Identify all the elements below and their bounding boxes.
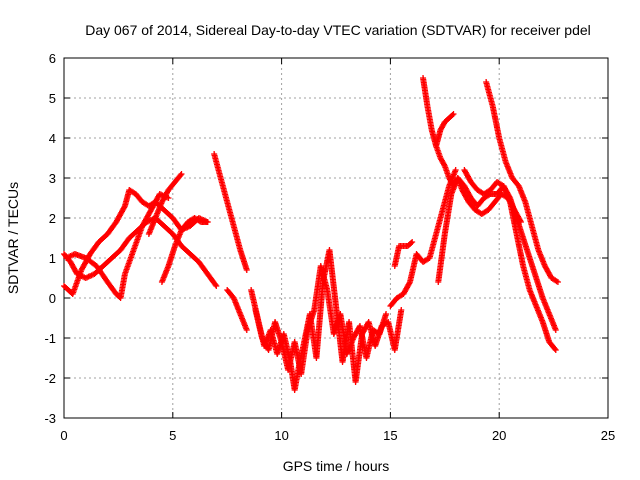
data-point [551, 345, 558, 352]
y-axis: -3 -2 -1 0 1 2 3 4 5 6 [44, 51, 608, 426]
data-point [553, 278, 560, 285]
data-point [552, 327, 559, 333]
data-point [177, 172, 184, 179]
data-point [408, 240, 415, 246]
plot-frame [63, 57, 609, 419]
data-point [212, 281, 219, 288]
series-arc-13 [433, 111, 457, 149]
y-tick-label: -2 [44, 371, 56, 386]
data-point [243, 267, 250, 273]
x-tick-label: 0 [60, 428, 67, 443]
data-point [121, 204, 128, 211]
x-tick-label: 20 [492, 428, 506, 443]
data-point [552, 347, 559, 353]
y-tick-label: 4 [49, 131, 56, 146]
data-point [449, 112, 456, 118]
data-point [398, 307, 405, 313]
y-tick-label: -3 [44, 411, 56, 426]
x-axis: 0 5 10 15 20 25 [60, 58, 615, 443]
series-arc-16 [461, 167, 559, 333]
y-tick-label: 1 [49, 251, 56, 266]
y-tick-label: -1 [44, 331, 56, 346]
y-tick-label: 0 [49, 291, 56, 306]
series-arc-5 [145, 171, 185, 237]
data-point [409, 239, 416, 245]
data-point [450, 111, 457, 117]
data-point [406, 280, 413, 287]
series-arc-11 [387, 167, 459, 309]
series-arc-15 [483, 79, 561, 285]
data-point [441, 161, 448, 168]
series-arc-4 [158, 215, 211, 285]
series-arc-8 [248, 247, 405, 393]
grid [64, 58, 608, 418]
y-axis-label: SDTVAR / TECUs [5, 182, 21, 294]
series-arc-7 [224, 287, 250, 333]
y-tick-label: 3 [49, 171, 56, 186]
chart-title: Day 067 of 2014, Sidereal Day-to-day VTE… [85, 22, 591, 38]
series-arc-6 [211, 151, 250, 273]
data-point [213, 283, 220, 289]
data-point [554, 279, 561, 285]
x-tick-label: 5 [169, 428, 176, 443]
series-arc-3 [63, 191, 172, 301]
x-tick-label: 10 [274, 428, 288, 443]
data-point [243, 327, 250, 333]
data-points [61, 75, 561, 393]
y-tick-label: 5 [49, 91, 56, 106]
data-point [178, 171, 185, 177]
y-tick-label: 2 [49, 211, 56, 226]
x-tick-label: 25 [601, 428, 615, 443]
series-arc-9 [252, 263, 390, 377]
data-point [383, 311, 390, 317]
x-axis-label: GPS time / hours [283, 458, 390, 474]
y-tick-label: 6 [49, 51, 56, 66]
data-point [204, 219, 211, 225]
x-tick-label: 15 [383, 428, 397, 443]
data-point [506, 193, 513, 200]
data-point [452, 167, 459, 173]
series-arc-14 [435, 175, 559, 353]
series-arc-10 [391, 239, 416, 269]
